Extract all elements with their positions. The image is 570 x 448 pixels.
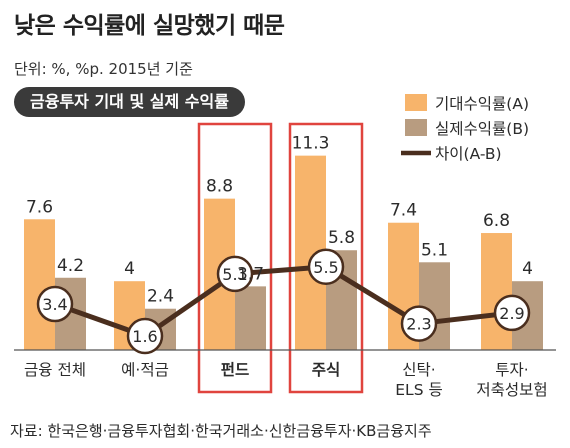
highlight-box-3 — [288, 122, 364, 394]
bar-expected-label-4: 7.4 — [390, 201, 417, 221]
chart-panel-label: 금융투자 기대 및 실제 수익률 — [14, 87, 245, 117]
bar-actual-label-5: 4 — [522, 259, 533, 279]
x-tick-label-3: 주식 — [312, 361, 341, 379]
bar-actual-label-0: 4.2 — [57, 256, 84, 276]
gap-point-label-4: 2.3 — [406, 315, 431, 334]
bar-actual-label-2: 3.7 — [237, 264, 264, 284]
source-note: 자료: 한국은행·금융투자협회·한국거래소·신한금융투자·KB금융지주 — [10, 422, 432, 440]
gap-point-label-2: 5.1 — [222, 265, 247, 284]
gap-point-4 — [400, 305, 438, 342]
highlight-layer — [197, 122, 364, 394]
gap-point-5 — [493, 294, 531, 332]
bar-actual-2 — [235, 286, 266, 350]
bar-expected-label-2: 8.8 — [206, 177, 233, 197]
bar-expected-label-5: 6.8 — [483, 211, 510, 231]
page-title: 낮은 수익률에 실망했기 때문 — [14, 13, 285, 39]
x-tick-label-0-line-0: 금융 전체 — [24, 361, 86, 379]
x-tick-label-4-line-1: ELS 등 — [395, 381, 442, 399]
x-tick-label-5-line-0: 투자· — [495, 361, 528, 379]
legend-swatch-expected — [405, 94, 427, 111]
bar-expected-0 — [24, 219, 55, 350]
gap-point-1 — [126, 317, 164, 355]
legend-label-gap: 차이(A-B) — [435, 145, 502, 163]
x-tick-label-4: 신탁· ELS 등 — [395, 361, 442, 399]
line-layer: 3.4 1.6 5.1 5.5 2.3 2.9 — [36, 248, 531, 355]
gap-point-3 — [307, 248, 345, 286]
bar-actual-label-1: 2.4 — [147, 287, 174, 307]
unit-note: 단위: %, %p. 2015년 기준 — [14, 60, 193, 78]
gap-point-label-1: 1.6 — [132, 327, 157, 346]
x-tick-label-2-line-0: 펀드 — [221, 361, 250, 379]
x-tick-label-5: 투자· 저축성보험 — [476, 361, 547, 399]
bar-actual-label-4: 5.1 — [421, 240, 448, 260]
x-tick-label-2: 펀드 — [221, 361, 250, 379]
highlight-box-2 — [197, 122, 273, 394]
legend-label-actual: 실제수익률(B) — [435, 120, 529, 138]
x-tick-label-1: 예·적금 — [121, 361, 169, 379]
x-tick-label-1-line-0: 예·적금 — [121, 361, 169, 379]
x-tick-label-5-line-1: 저축성보험 — [476, 381, 547, 399]
bar-expected-5 — [481, 233, 512, 350]
gap-point-label-0: 3.4 — [42, 295, 67, 314]
gap-point-2 — [216, 255, 254, 293]
bar-expected-label-3: 11.3 — [292, 134, 330, 154]
legend-swatch-actual — [405, 119, 427, 136]
gap-point-label-3: 5.5 — [313, 258, 338, 277]
x-tick-label-3-line-0: 주식 — [312, 361, 341, 379]
bar-actual-label-3: 5.8 — [328, 228, 355, 248]
x-tick-label-0: 금융 전체 — [24, 361, 86, 379]
x-tick-label-4-line-0: 신탁· — [402, 361, 435, 379]
legend: 기대수익률(A) 실제수익률(B) 차이(A-B) — [401, 94, 529, 163]
bar-expected-label-0: 7.6 — [26, 197, 53, 217]
gap-point-label-5: 2.9 — [499, 304, 524, 323]
labels-layer: 금융 전체 예·적금 펀드 주식 신탁· ELS 등 투자· 저축성보험 7.6 4.2 4 2.4 8… — [24, 134, 548, 399]
gap-point-0 — [36, 285, 74, 323]
legend-label-expected: 기대수익률(A) — [435, 95, 529, 113]
bar-expected-label-1: 4 — [124, 259, 135, 279]
